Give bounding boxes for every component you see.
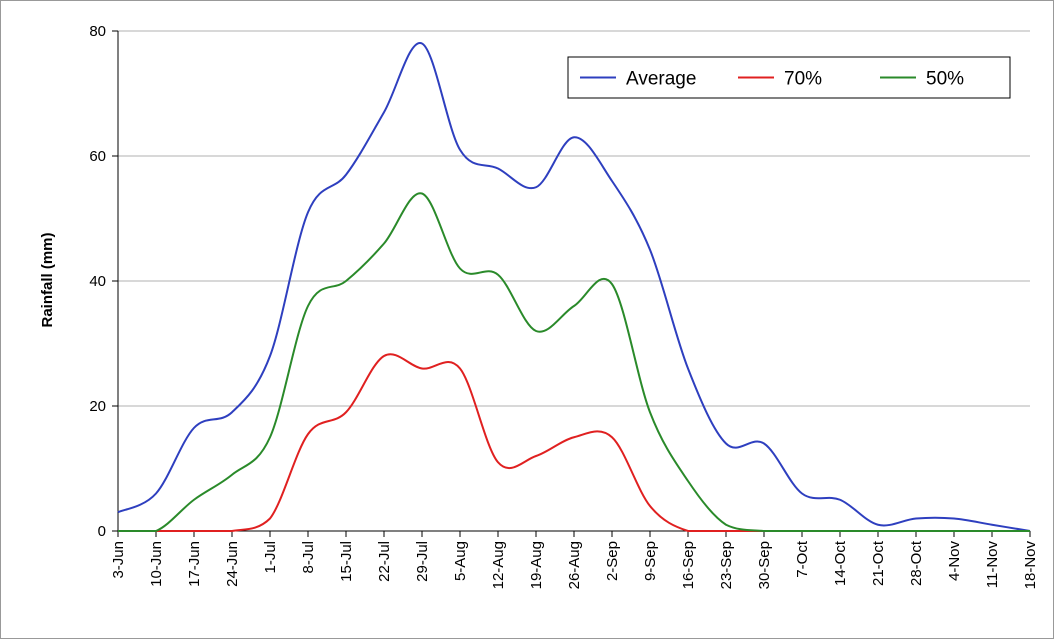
legend-label: 70% [784, 69, 822, 90]
x-tick-label: 16-Sep [680, 541, 697, 589]
x-tick-label: 9-Sep [642, 541, 659, 581]
x-tick-label: 7-Oct [794, 540, 811, 578]
y-tick-label: 20 [89, 398, 106, 415]
x-tick-label: 8-Jul [300, 541, 317, 574]
x-tick-label: 5-Aug [452, 541, 469, 581]
series-line [118, 192, 1030, 532]
legend-box [567, 56, 1011, 99]
x-tick-label: 2-Sep [604, 541, 621, 581]
x-tick-label: 24-Jun [224, 541, 241, 587]
x-tick-label: 17-Jun [186, 541, 203, 587]
y-tick-label: 60 [89, 148, 106, 165]
x-tick-label: 23-Sep [718, 541, 735, 589]
legend-label: 50% [926, 69, 964, 90]
x-tick-label: 26-Aug [566, 541, 583, 589]
x-tick-label: 14-Oct [832, 540, 849, 586]
x-tick-label: 18-Nov [1022, 541, 1039, 590]
x-tick-label: 1-Jul [262, 541, 279, 574]
x-tick-label: 10-Jun [148, 541, 165, 587]
x-tick-label: 11-Nov [984, 541, 1001, 589]
legend-label: Average [626, 69, 696, 90]
x-tick-label: 4-Nov [946, 541, 963, 582]
x-tick-label: 15-Jul [338, 541, 355, 582]
series-line [117, 42, 1031, 532]
y-tick-label: 80 [89, 23, 106, 40]
x-tick-label: 3-Jun [110, 541, 127, 579]
x-tick-label: 12-Aug [490, 541, 507, 589]
x-tick-label: 19-Aug [528, 541, 545, 589]
x-tick-label: 29-Jul [414, 541, 431, 582]
y-axis-label: Rainfall (mm) [39, 232, 56, 327]
x-tick-label: 30-Sep [756, 541, 773, 589]
x-tick-label: 22-Jul [376, 541, 393, 582]
y-tick-label: 40 [89, 273, 106, 290]
y-tick-label: 0 [98, 523, 106, 540]
x-tick-label: 28-Oct [908, 540, 925, 586]
x-tick-label: 21-Oct [870, 540, 887, 586]
